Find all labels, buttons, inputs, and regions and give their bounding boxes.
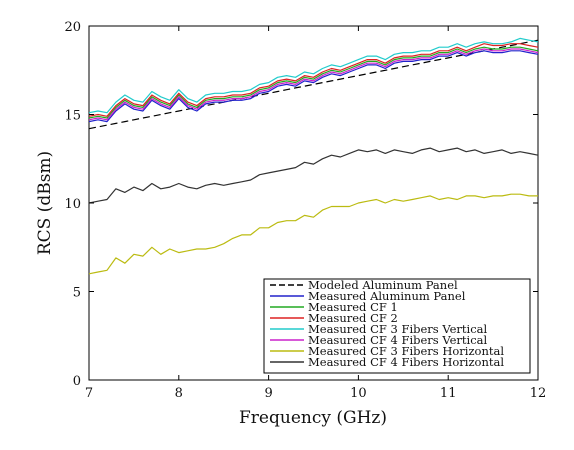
series-line-3 <box>88 46 539 119</box>
x-tick-label: 12 <box>530 386 547 401</box>
series-line-7 <box>88 193 538 275</box>
legend-label-2: Measured Aluminum Panel <box>308 289 466 303</box>
legend-label-3: Measured CF 1 <box>308 300 398 314</box>
series-line-5 <box>88 37 539 114</box>
series-line-2 <box>88 50 539 123</box>
legend-label-5: Measured CF 3 Fibers Vertical <box>308 322 487 336</box>
axis-layer: 7 8 9 10 11 12 0 5 10 15 20 <box>64 20 546 401</box>
x-axis-label: Frequency (GHz) <box>239 408 387 428</box>
legend-label-8: Measured CF 4 Fibers Horizontal <box>308 355 504 369</box>
y-tick-label: 0 <box>73 374 81 389</box>
y-axis-label: RCS (dBsm) <box>35 151 55 255</box>
x-tick-label: 9 <box>264 386 272 401</box>
x-tick-label: 7 <box>85 386 93 401</box>
y-tick-label: 20 <box>64 20 81 35</box>
series-layer <box>88 37 539 275</box>
y-tick-label: 10 <box>64 197 81 212</box>
series-line-8 <box>88 147 539 204</box>
series-line-6 <box>88 48 539 121</box>
x-tick-label: 10 <box>350 386 367 401</box>
legend-label-1: Modeled Aluminum Panel <box>308 278 458 292</box>
legend-label-4: Measured CF 2 <box>308 311 398 325</box>
x-tick-label: 11 <box>440 386 457 401</box>
x-tick-label: 8 <box>175 386 183 401</box>
legend-box <box>263 278 531 374</box>
y-tick-label: 5 <box>73 286 81 301</box>
series-line-4 <box>88 43 539 117</box>
legend-label-7: Measured CF 3 Fibers Horizontal <box>308 344 504 358</box>
legend-label-6: Measured CF 4 Fibers Vertical <box>308 333 487 347</box>
y-tick-label: 15 <box>64 109 81 124</box>
